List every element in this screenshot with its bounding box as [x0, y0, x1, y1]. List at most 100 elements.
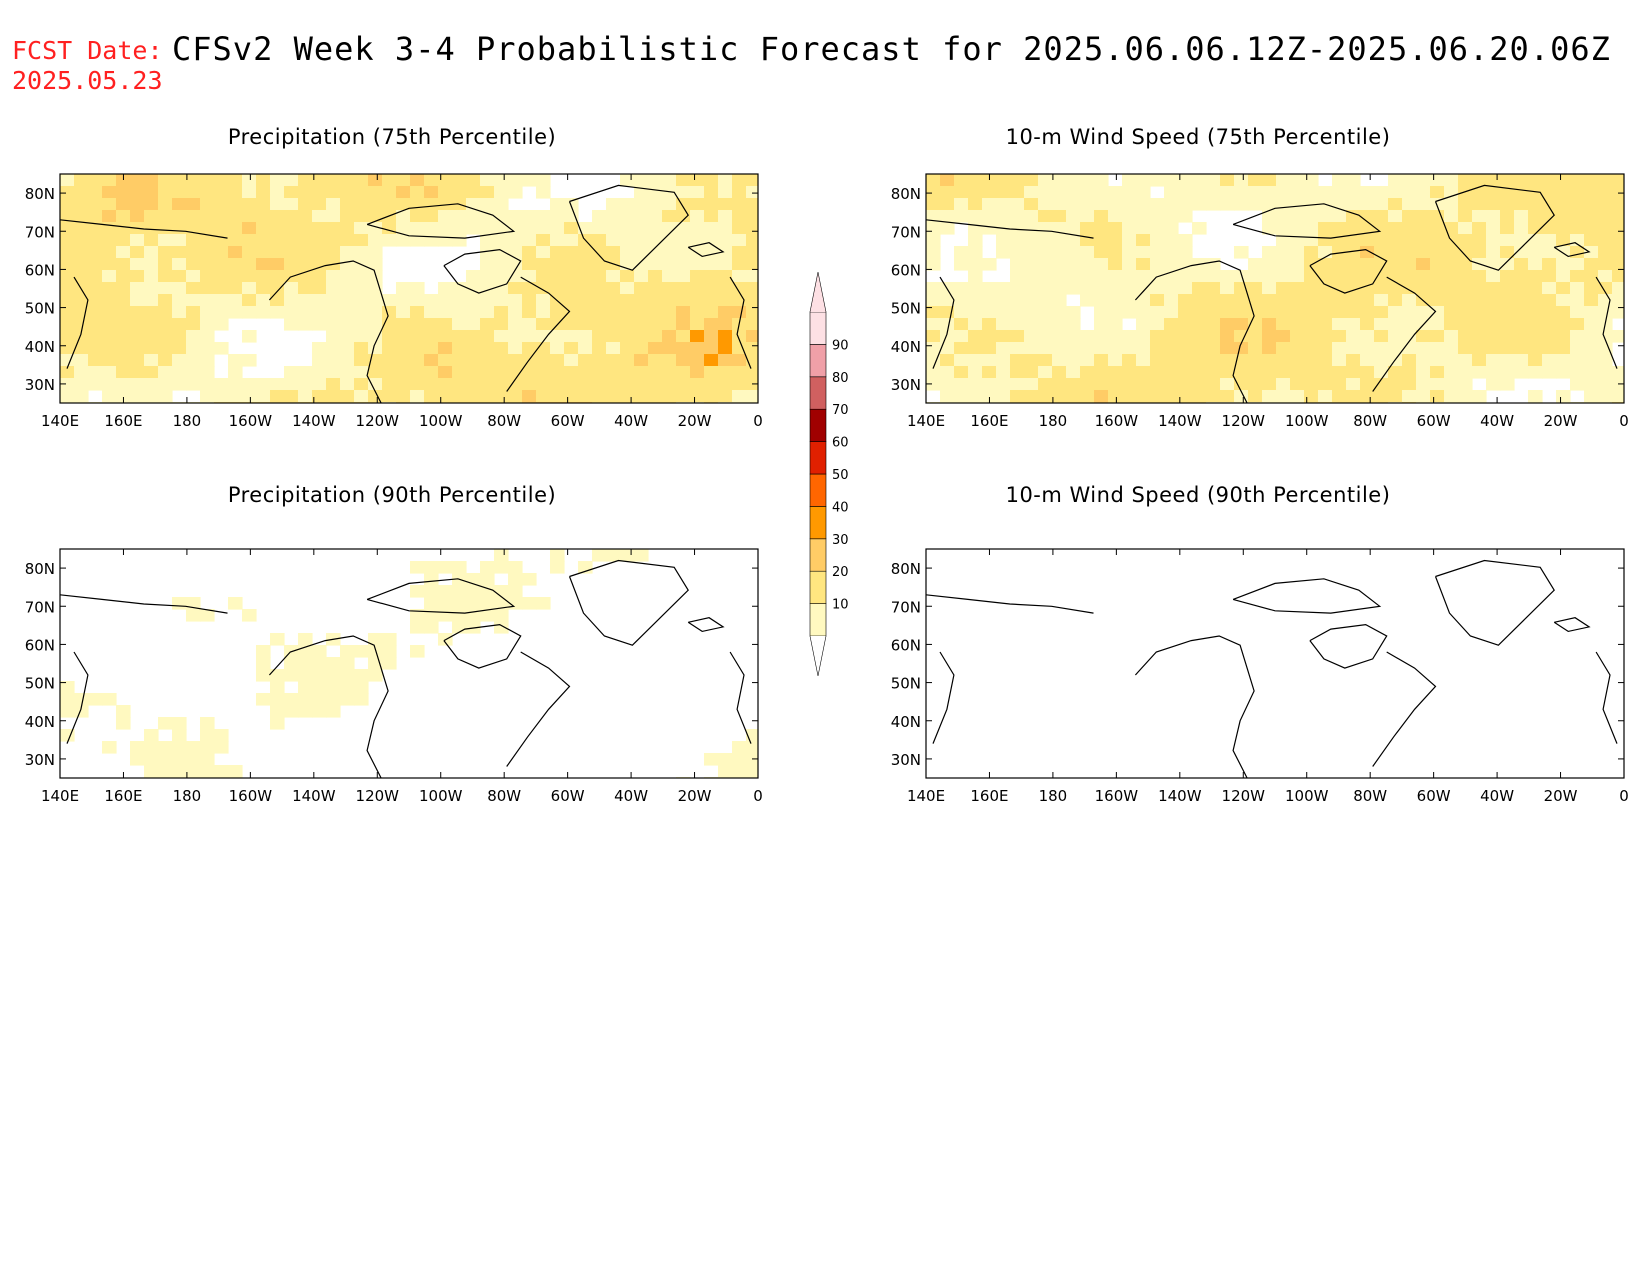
lat-tick-label: 50N — [25, 675, 55, 693]
coastline — [268, 260, 389, 403]
lon-tick-label: 0 — [753, 412, 763, 430]
lon-tick-label: 180 — [1039, 787, 1068, 805]
lat-tick-label: 40N — [25, 713, 55, 731]
map-panel-precip-75: 140E 160E 180 160W 140W 120W 100W 80W 60W 40W 20W 0… — [25, 173, 763, 430]
coastline — [729, 276, 752, 369]
coastline — [66, 276, 89, 369]
lat-tick-label: 30N — [25, 376, 55, 394]
lon-tick-label: 140E — [41, 787, 79, 805]
lat-tick-label: 60N — [891, 261, 921, 279]
coastline — [268, 635, 389, 778]
lon-tick-label: 140W — [292, 412, 336, 430]
lon-tick-label: 80W — [1353, 787, 1387, 805]
shaded-field-precip-90 — [60, 549, 758, 778]
coastline — [932, 651, 955, 744]
shaded-field-wind-75 — [926, 174, 1624, 403]
lon-tick-label: 60W — [551, 412, 585, 430]
lon-tick-label: 180 — [1039, 412, 1068, 430]
lat-tick-label: 80N — [25, 560, 55, 578]
lon-tick-label: 20W — [678, 412, 712, 430]
colorbar-swatch — [809, 376, 827, 410]
lat-tick-label: 80N — [25, 185, 55, 203]
lon-tick-label: 180 — [173, 787, 202, 805]
lon-tick-label: 0 — [1619, 787, 1629, 805]
lon-tick-label: 120W — [1222, 412, 1266, 430]
coastline — [66, 651, 89, 744]
map-frame — [925, 548, 1625, 779]
coastline — [1434, 184, 1555, 271]
lat-tick-label: 80N — [891, 185, 921, 203]
lon-tick-label: 160W — [229, 787, 273, 805]
lon-tick-label: 180 — [173, 412, 202, 430]
colorbar-label: 30 — [832, 533, 849, 548]
colorbar-label: 70 — [832, 403, 849, 418]
map-frame — [59, 548, 759, 779]
coastline — [1595, 651, 1618, 744]
coastline — [1232, 203, 1382, 239]
coastline — [1434, 559, 1555, 646]
colorbar-swatch — [809, 570, 827, 604]
coastline — [687, 242, 725, 258]
coastline — [443, 248, 522, 294]
map-frame — [925, 173, 1625, 404]
shaded-field-wind-90 — [926, 549, 1624, 778]
lat-tick-label: 50N — [25, 300, 55, 318]
panel-title-precip-90: Precipitation (90th Percentile) — [227, 483, 557, 507]
colorbar-swatch — [809, 344, 827, 378]
coastline — [1309, 623, 1388, 669]
panel-title-precip-75: Precipitation (75th Percentile) — [227, 125, 557, 149]
lat-tick-label: 70N — [891, 598, 921, 616]
colorbar-swatch — [809, 311, 827, 345]
lat-tick-label: 30N — [891, 376, 921, 394]
lat-tick-label: 30N — [891, 751, 921, 769]
lat-tick-label: 70N — [25, 223, 55, 241]
lat-tick-label: 40N — [25, 338, 55, 356]
lon-tick-label: 60W — [551, 787, 585, 805]
lon-tick-label: 120W — [1222, 787, 1266, 805]
lon-tick-label: 120W — [356, 787, 400, 805]
lat-tick-label: 40N — [891, 713, 921, 731]
coastline — [926, 594, 1094, 614]
colorbar-label: 20 — [832, 565, 849, 580]
coastline — [366, 578, 516, 614]
lat-tick-label: 60N — [25, 636, 55, 654]
lon-tick-label: 60W — [1417, 412, 1451, 430]
colorbar: 10 20 30 40 50 60 70 80 90 — [809, 271, 849, 677]
lat-tick-label: 30N — [25, 751, 55, 769]
lon-tick-label: 140W — [1158, 787, 1202, 805]
lon-tick-label: 20W — [1544, 412, 1578, 430]
shaded-field-precip-75 — [60, 174, 758, 403]
lon-tick-label: 140E — [41, 412, 79, 430]
panel-title-wind-90: 10-m Wind Speed (90th Percentile) — [1005, 483, 1391, 507]
coastline — [1134, 260, 1255, 403]
lon-tick-label: 160E — [104, 787, 142, 805]
map-panel-precip-90: 140E 160E 180 160W 140W 120W 100W 80W 60W 40W 20W 0… — [25, 548, 763, 805]
coastline — [926, 219, 1094, 239]
coastline — [366, 203, 516, 239]
lon-tick-label: 40W — [614, 787, 648, 805]
panel-title-wind-75: 10-m Wind Speed (75th Percentile) — [1005, 125, 1391, 149]
coastline — [1232, 578, 1382, 614]
lon-tick-label: 140W — [1158, 412, 1202, 430]
lat-tick-label: 60N — [891, 636, 921, 654]
coastline — [60, 219, 228, 239]
lon-tick-label: 120W — [356, 412, 400, 430]
map-frame — [59, 173, 759, 404]
lon-tick-label: 60W — [1417, 787, 1451, 805]
lon-tick-label: 140E — [907, 412, 945, 430]
lat-tick-label: 60N — [25, 261, 55, 279]
lon-tick-label: 140W — [292, 787, 336, 805]
lon-tick-label: 140E — [907, 787, 945, 805]
lon-tick-label: 20W — [678, 787, 712, 805]
lat-tick-label: 40N — [891, 338, 921, 356]
lon-tick-label: 0 — [753, 787, 763, 805]
lon-tick-label: 20W — [1544, 787, 1578, 805]
lon-tick-label: 40W — [1480, 412, 1514, 430]
coastline — [568, 184, 689, 271]
colorbar-swatch — [809, 473, 827, 507]
lon-tick-label: 80W — [487, 787, 521, 805]
lon-tick-label: 100W — [419, 787, 463, 805]
lat-tick-label: 50N — [891, 675, 921, 693]
coastline — [1553, 617, 1591, 633]
